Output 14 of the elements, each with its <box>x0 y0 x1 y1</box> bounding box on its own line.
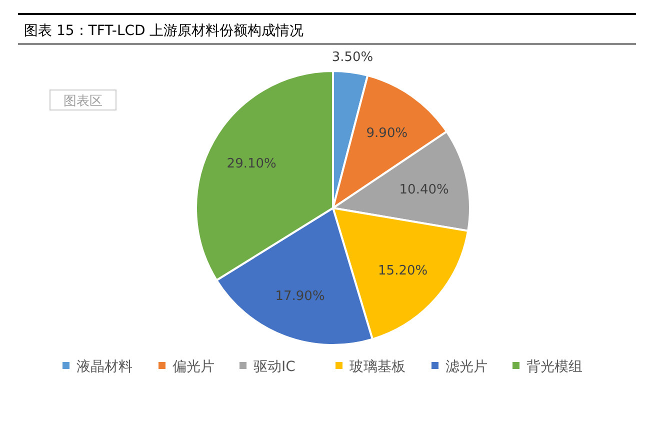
data-label: 3.50% <box>332 50 374 66</box>
legend-label: 驱动IC <box>254 359 296 375</box>
legend-label: 背光模组 <box>526 359 582 375</box>
data-label: 17.90% <box>275 289 325 304</box>
legend-label: 偏光片 <box>172 359 214 375</box>
legend-label: 玻璃基板 <box>350 359 406 375</box>
data-label: 15.20% <box>378 264 428 279</box>
legend-label: 液晶材料 <box>76 359 132 375</box>
annotation: 图表区 <box>50 90 116 110</box>
chart-title: 图表 15：TFT-LCD 上游原材料份额构成情况 <box>24 23 304 39</box>
data-label: 9.90% <box>366 126 408 142</box>
legend-label: 滤光片 <box>446 359 488 375</box>
data-label: 29.10% <box>226 156 276 172</box>
data-label: 10.40% <box>399 182 449 198</box>
